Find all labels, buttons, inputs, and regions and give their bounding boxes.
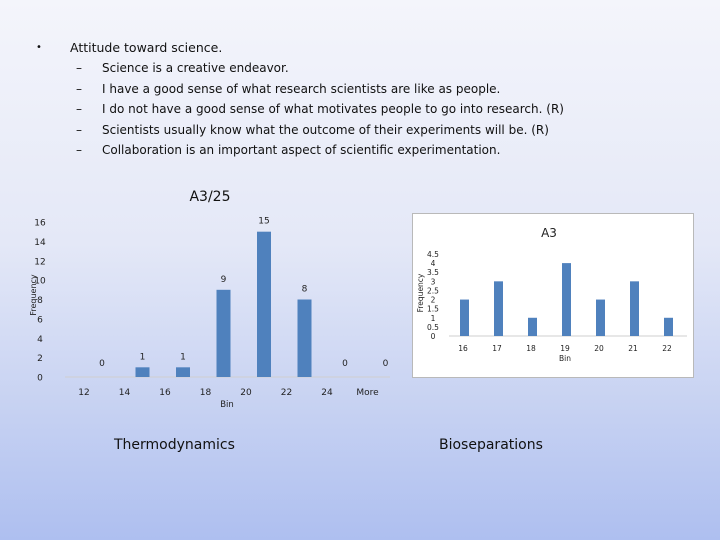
- sub-item-text: Collaboration is an important aspect of …: [102, 143, 501, 157]
- x-tick-label: 24: [321, 388, 333, 398]
- x-tick-label: 16: [458, 344, 468, 353]
- x-tick-label: 19: [560, 344, 570, 353]
- y-tick-label: 4.5: [427, 250, 439, 259]
- caption-bioseparations: Bioseparations: [439, 437, 543, 453]
- bullet-list: • Attitude toward science. – Science is a…: [36, 38, 696, 161]
- y-tick-label: 6: [37, 315, 43, 325]
- chart-left-title: A3/25: [189, 189, 231, 205]
- x-tick-label: 12: [78, 388, 89, 398]
- bullet-glyph: •: [36, 42, 42, 53]
- sub-item-text: Scientists usually know what the outcome…: [102, 122, 549, 137]
- bar-20: [257, 231, 271, 377]
- x-tick-label: More: [356, 388, 379, 398]
- y-tick-label: 10: [34, 277, 46, 287]
- bar-22: [664, 317, 673, 336]
- x-tick-label: 22: [662, 344, 672, 353]
- bar-16: [460, 299, 469, 336]
- y-tick-label: 16: [34, 219, 46, 229]
- y-tick-label: 2.5: [427, 286, 439, 295]
- x-axis-title: Bin: [559, 354, 571, 363]
- bar-17: [494, 281, 503, 336]
- chart-panel: [412, 213, 694, 378]
- caption-thermodynamics: Thermodynamics: [114, 437, 235, 453]
- y-tick-label: 0.5: [427, 323, 439, 332]
- bullet-main-text: Attitude toward science.: [70, 40, 223, 55]
- x-axis-title: Bin: [220, 400, 234, 410]
- y-tick-label: 14: [34, 238, 46, 248]
- dash-glyph: –: [76, 61, 82, 75]
- data-label: 0: [383, 359, 389, 369]
- y-tick-label: 4: [37, 335, 43, 345]
- sub-item: – Scientists usually know what the outcom…: [36, 120, 696, 141]
- y-tick-label: 3.5: [427, 268, 439, 277]
- x-tick-label: 18: [526, 344, 536, 353]
- data-label: 15: [258, 217, 269, 227]
- x-tick-label: 18: [200, 388, 212, 398]
- sub-item-text: Science is a creative endeavor.: [102, 61, 289, 75]
- y-tick-label: 12: [34, 257, 45, 267]
- bar-18: [216, 289, 231, 377]
- y-tick-label: 1: [431, 314, 436, 323]
- x-tick-label: 16: [159, 388, 171, 398]
- sub-item: – Collaboration is an important aspect of…: [36, 140, 696, 161]
- dash-glyph: –: [76, 102, 82, 116]
- data-label: 8: [302, 285, 308, 295]
- bar-16: [176, 367, 190, 377]
- sub-item-text: I have a good sense of what research sci…: [102, 81, 501, 96]
- y-tick-label: 4: [431, 259, 436, 268]
- y-axis-title: Frequency: [416, 273, 425, 312]
- data-label: 9: [221, 275, 227, 285]
- bar-21: [630, 281, 639, 336]
- x-tick-label: 14: [119, 388, 131, 398]
- sub-item: – I do not have a good sense of what moti…: [36, 99, 696, 120]
- y-tick-label: 1.5: [427, 305, 439, 314]
- data-label: 1: [140, 352, 146, 362]
- data-label: 1: [180, 352, 186, 362]
- y-tick-label: 3: [431, 277, 436, 286]
- x-tick-label: 22: [281, 388, 292, 398]
- y-tick-label: 8: [37, 296, 43, 306]
- chart-right: A3 00.511.522.533.544.5 Frequency 16 17 18 19 2…: [412, 213, 694, 378]
- chart-left: 0246810121416Frequency120141161189201522…: [29, 217, 390, 410]
- sub-item: – Science is a creative endeavor.: [36, 58, 696, 79]
- dash-glyph: –: [76, 81, 82, 96]
- y-tick-label: 2: [37, 354, 43, 364]
- x-tick-label: 21: [628, 344, 638, 353]
- x-tick-label: 17: [492, 344, 502, 353]
- bar-20: [596, 299, 605, 336]
- bar-14: [135, 367, 150, 377]
- x-tick-label: 20: [240, 388, 252, 398]
- bar-19: [562, 263, 571, 336]
- y-axis-title: Frequency: [29, 274, 38, 316]
- y-tick-label: 0: [37, 374, 43, 384]
- data-label: 0: [342, 359, 348, 369]
- sub-item-text: I do not have a good sense of what motiv…: [102, 102, 564, 116]
- bullet-main: • Attitude toward science.: [36, 38, 696, 58]
- y-tick-label: 2: [431, 296, 436, 305]
- chart-title: A3: [541, 226, 557, 240]
- dash-glyph: –: [76, 122, 82, 137]
- data-label: 0: [99, 359, 105, 369]
- bar-22: [297, 299, 312, 377]
- sub-item: – I have a good sense of what research sc…: [36, 79, 696, 100]
- bar-18: [528, 317, 537, 336]
- x-tick-label: 20: [594, 344, 604, 353]
- dash-glyph: –: [76, 143, 82, 157]
- y-tick-label: 0: [431, 332, 436, 341]
